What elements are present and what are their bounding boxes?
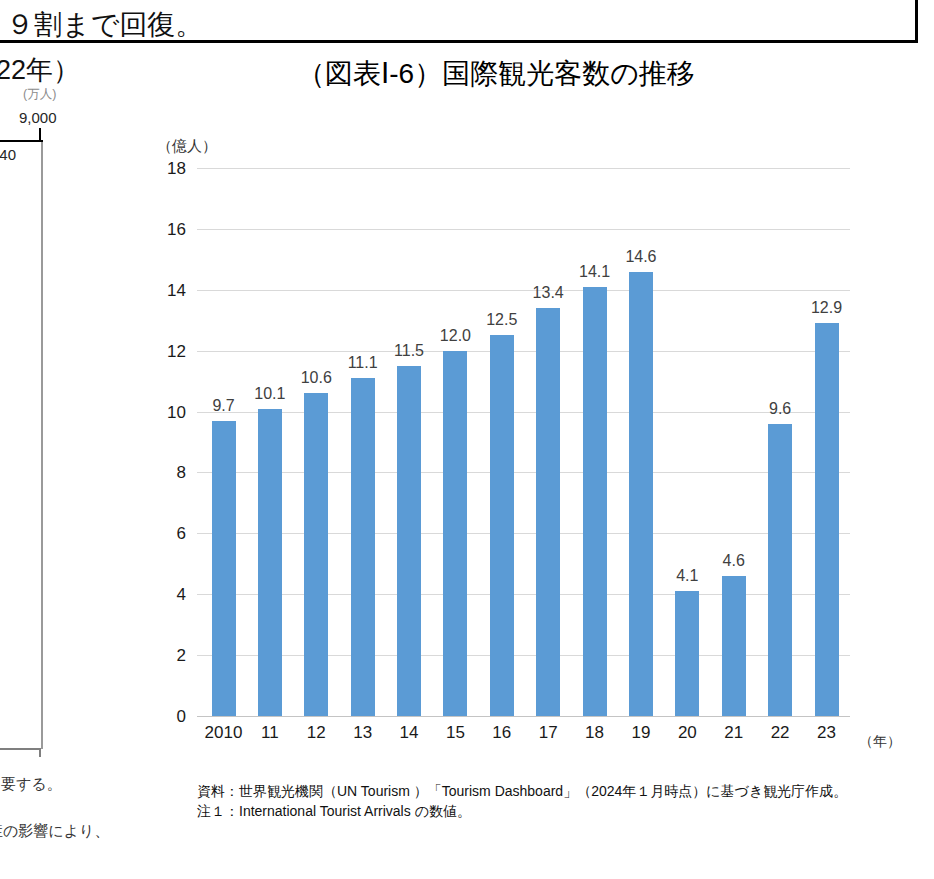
left-chart-baseline xyxy=(0,748,41,750)
y-axis-tick-label: 2 xyxy=(146,646,186,666)
bar-14 xyxy=(397,366,421,716)
y-axis-tick-label: 12 xyxy=(146,342,186,362)
bar-23 xyxy=(815,323,839,716)
bar-11 xyxy=(258,409,282,716)
bar-17 xyxy=(536,308,560,716)
gridline xyxy=(197,655,850,656)
bar-20 xyxy=(675,591,699,716)
bar-19 xyxy=(629,272,653,716)
left-chart-ytick-label: 9,000 xyxy=(19,109,57,126)
left-chart-title-fragment: 22年） xyxy=(0,52,80,88)
bar-16 xyxy=(490,335,514,716)
chart-notes: 資料：世界観光機関（UN Tourism ）「Tourism Dashboard… xyxy=(197,781,847,821)
y-axis-tick-label: 6 xyxy=(146,524,186,544)
left-chart-baseline-tick xyxy=(39,748,41,757)
callout-box: ９割まで回復。 xyxy=(0,0,918,43)
x-axis-line xyxy=(197,716,850,718)
footnote-1: 注１：International Tourist Arrivals の数値。 xyxy=(197,801,847,821)
body-text-fragment: 症の影響により、 xyxy=(0,822,109,841)
y-axis-tick-label: 14 xyxy=(146,281,186,301)
gridline xyxy=(197,594,850,595)
left-chart-partial-value: 040 xyxy=(0,146,16,163)
bar-value-label: 14.6 xyxy=(611,248,671,266)
bar-18 xyxy=(583,287,607,716)
bar-value-label: 12.9 xyxy=(797,299,857,317)
chart-title: （図表Ⅰ-6）国際観光客数の推移 xyxy=(297,55,695,93)
left-chart-unit-label: (万人) xyxy=(23,86,56,103)
gridline xyxy=(197,533,850,534)
gridline xyxy=(197,168,850,169)
bar-21 xyxy=(722,576,746,716)
y-axis-tick-label: 16 xyxy=(146,220,186,240)
y-axis-tick-label: 8 xyxy=(146,463,186,483)
bar-13 xyxy=(351,378,375,716)
y-axis-unit-label: （億人） xyxy=(157,137,217,156)
source-note: 資料：世界観光機関（UN Tourism ）「Tourism Dashboard… xyxy=(197,781,847,801)
bar-value-label: 9.6 xyxy=(750,400,810,418)
document-page: ９割まで回復。 22年） (万人) 9,000 040 （図表Ⅰ-6）国際観光客… xyxy=(0,0,934,879)
y-axis-tick-label: 4 xyxy=(146,585,186,605)
y-axis-tick-label: 18 xyxy=(146,159,186,179)
body-text-fragment: 要する。 xyxy=(1,775,62,794)
gridline xyxy=(197,472,850,473)
bar-12 xyxy=(304,393,328,716)
y-axis-tick-label: 10 xyxy=(146,403,186,423)
bar-2010 xyxy=(212,421,236,716)
bar-value-label: 13.4 xyxy=(518,284,578,302)
bar-value-label: 12.5 xyxy=(472,311,532,329)
left-chart-axis-tick xyxy=(39,128,41,140)
bar-15 xyxy=(443,351,467,716)
bar-value-label: 4.6 xyxy=(704,552,764,570)
left-chart-top-border xyxy=(0,140,43,142)
gridline xyxy=(197,229,850,230)
y-axis-tick-label: 0 xyxy=(146,707,186,727)
left-chart-axis-line xyxy=(41,142,43,749)
bar-22 xyxy=(768,424,792,716)
x-axis-unit-label: （年） xyxy=(859,733,901,751)
callout-text: ９割まで回復。 xyxy=(6,6,203,44)
gridline xyxy=(197,351,850,352)
x-axis-tick-label: 23 xyxy=(797,723,857,743)
